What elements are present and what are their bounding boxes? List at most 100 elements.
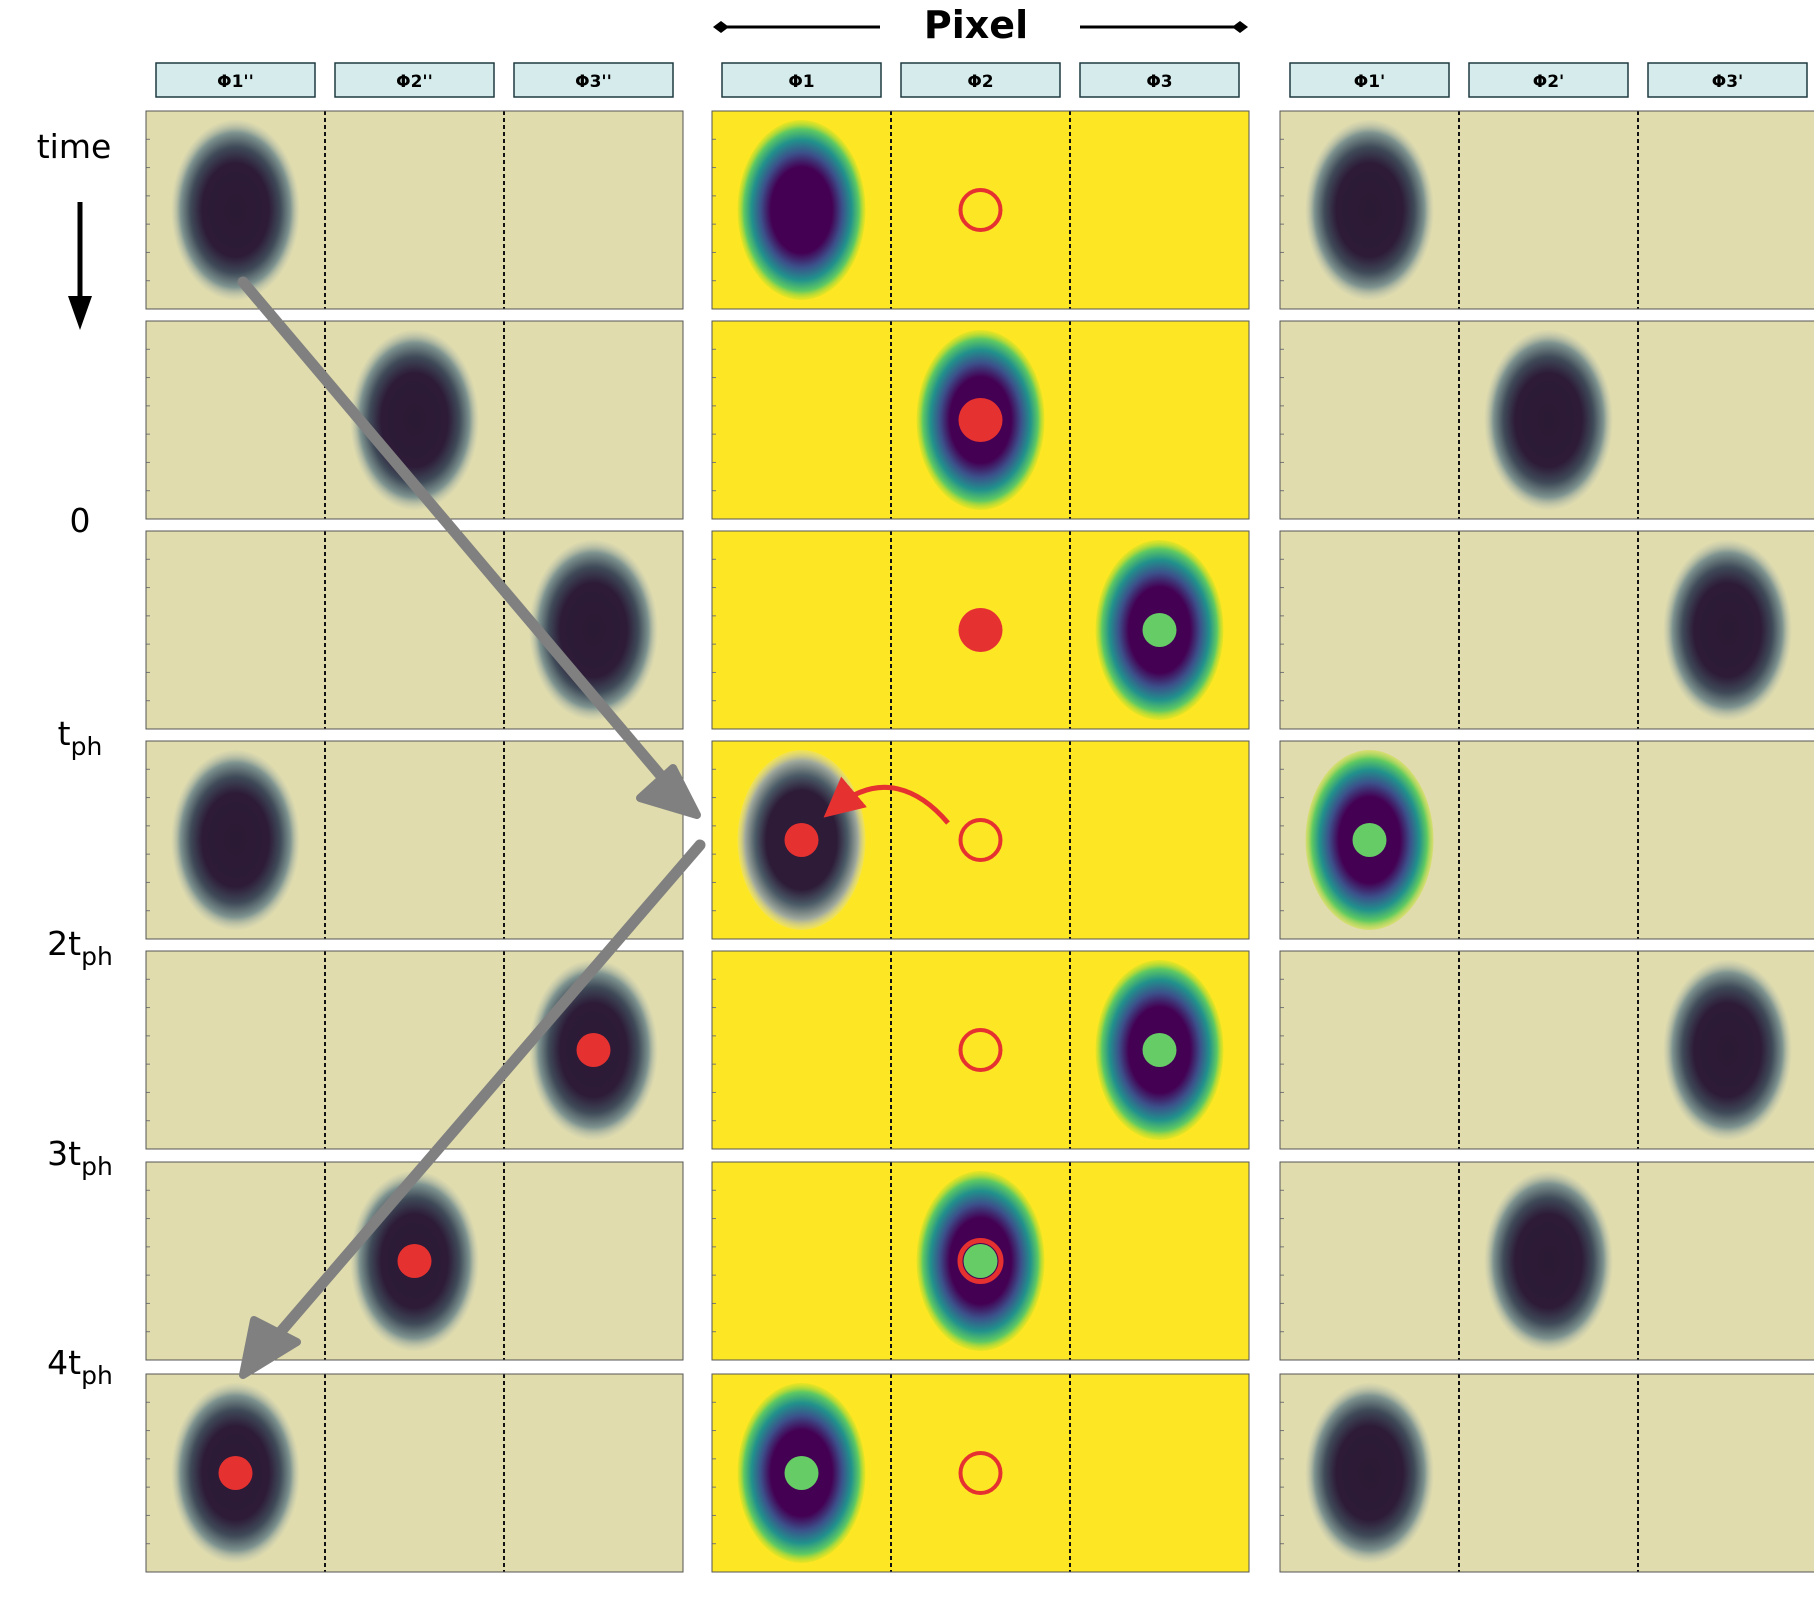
charge-packet — [737, 120, 866, 300]
frame-border — [711, 1373, 1250, 1573]
charge-packet — [1305, 120, 1434, 300]
time-label-2: 2tph — [47, 924, 113, 971]
frame-current-0 — [711, 110, 1250, 310]
trapped-electron-marker — [576, 1033, 611, 1067]
frame-border — [1279, 740, 1814, 940]
electron-hop-arrow — [823, 776, 950, 825]
time-label-1: tph — [58, 714, 103, 761]
pixel-header: Pixel — [713, 3, 1248, 47]
frame-next-5 — [1279, 1161, 1814, 1361]
frame-next-2 — [1279, 530, 1814, 730]
phase-label-1: Φ1 — [788, 72, 814, 92]
frame-previous-3 — [145, 740, 684, 940]
transfer-arrow-down-head — [636, 764, 701, 819]
released-electron-marker — [1142, 1033, 1177, 1067]
charge-packet — [1663, 960, 1792, 1140]
trap-site-empty — [958, 188, 1003, 232]
pixel-panel-next: Φ1' Φ2' Φ3' — [1279, 62, 1814, 1573]
phase-label-3: Φ3 — [1146, 72, 1172, 92]
phase-label-box — [513, 62, 674, 98]
frame-next-1 — [1279, 320, 1814, 520]
frame-border — [145, 950, 684, 1150]
time-heading: time — [37, 127, 112, 166]
phase-label-box — [900, 62, 1061, 98]
released-electron-marker — [784, 1456, 819, 1490]
transfer-arrow-return-head — [239, 1316, 301, 1379]
charge-packet — [1484, 1171, 1613, 1351]
phase-label-box — [1647, 62, 1808, 98]
frame-current-1 — [711, 320, 1250, 520]
phase-label-box — [721, 62, 882, 98]
charge-packet — [1305, 1383, 1434, 1563]
frame-border — [1279, 320, 1814, 520]
time-label-3: 3tph — [47, 1134, 113, 1181]
trapped-electron-marker — [397, 1244, 432, 1278]
frame-border — [145, 530, 684, 730]
pixel-panel-previous: Φ1'' Φ2'' Φ3'' — [145, 62, 684, 1573]
frame-next-0 — [1279, 110, 1814, 310]
charge-packet — [350, 330, 479, 510]
frame-border — [1279, 1161, 1814, 1361]
frame-border — [711, 740, 1250, 940]
phase-label-3: Φ3' — [1712, 72, 1744, 92]
phase-label-box — [1289, 62, 1450, 98]
frame-border — [711, 320, 1250, 520]
frame-border — [1279, 1373, 1814, 1573]
frame-border — [145, 1161, 684, 1361]
frame-border — [1279, 110, 1814, 310]
pixel-title: Pixel — [924, 3, 1028, 47]
trapped-electron-marker — [958, 398, 1003, 442]
phase-label-2: Φ2 — [967, 72, 993, 92]
time-axis: time 0 tph 2tph 3tph 4tph — [37, 127, 113, 1390]
charge-packet — [171, 120, 300, 300]
phase-label-box — [1468, 62, 1629, 98]
trapped-electron-marker — [958, 608, 1003, 652]
phase-label-2: Φ2'' — [396, 72, 433, 92]
trap-site-empty — [958, 1028, 1003, 1072]
frame-previous-4 — [145, 950, 684, 1150]
frame-previous-6 — [145, 1373, 684, 1573]
frame-border — [711, 1161, 1250, 1361]
transfer-arrows — [237, 276, 706, 1379]
frame-next-3 — [1279, 740, 1814, 940]
frame-previous-0 — [145, 110, 684, 310]
frame-border — [711, 530, 1250, 730]
pixel-arrow-right-tip — [1232, 21, 1248, 33]
time-label-0: 0 — [70, 501, 91, 540]
charge-packet — [1484, 330, 1613, 510]
trap-site-empty — [958, 1451, 1003, 1495]
frame-current-3 — [711, 740, 1250, 940]
pixel-arrow-left-tip — [713, 21, 729, 33]
phase-label-3: Φ3'' — [575, 72, 612, 92]
phase-label-box — [1079, 62, 1240, 98]
frame-previous-5 — [145, 1161, 684, 1361]
time-arrow-head — [68, 296, 92, 330]
trap-site-ring — [957, 1238, 1004, 1284]
pixel-panel-current: Φ1 Φ2 Φ3 — [711, 62, 1250, 1573]
clocking-grid: Φ1'' Φ2'' Φ3'' Φ1 Φ2 Φ3 Φ1' Φ2' Φ3' — [145, 62, 1814, 1573]
phase-label-box — [155, 62, 316, 98]
phase-label-2: Φ2' — [1533, 72, 1565, 92]
frame-border — [145, 740, 684, 940]
frame-current-2 — [711, 530, 1250, 730]
trapped-electron-marker — [218, 1456, 253, 1490]
frame-current-4 — [711, 950, 1250, 1150]
frame-border — [711, 950, 1250, 1150]
frame-border — [1279, 530, 1814, 730]
trapped-electron-marker — [784, 823, 819, 857]
frame-border — [145, 1373, 684, 1573]
phase-label-box — [334, 62, 495, 98]
phase-label-1: Φ1' — [1354, 72, 1386, 92]
frame-border — [1279, 950, 1814, 1150]
released-electron-marker — [1352, 823, 1387, 857]
released-electron-marker — [963, 1244, 998, 1278]
frame-current-5 — [711, 1161, 1250, 1361]
phase-label-1: Φ1'' — [217, 72, 254, 92]
frame-border — [145, 320, 684, 520]
frame-border — [711, 110, 1250, 310]
frame-current-6 — [711, 1373, 1250, 1573]
charge-packet — [1663, 540, 1792, 720]
charge-packet — [529, 540, 658, 720]
charge-packet — [171, 750, 300, 930]
